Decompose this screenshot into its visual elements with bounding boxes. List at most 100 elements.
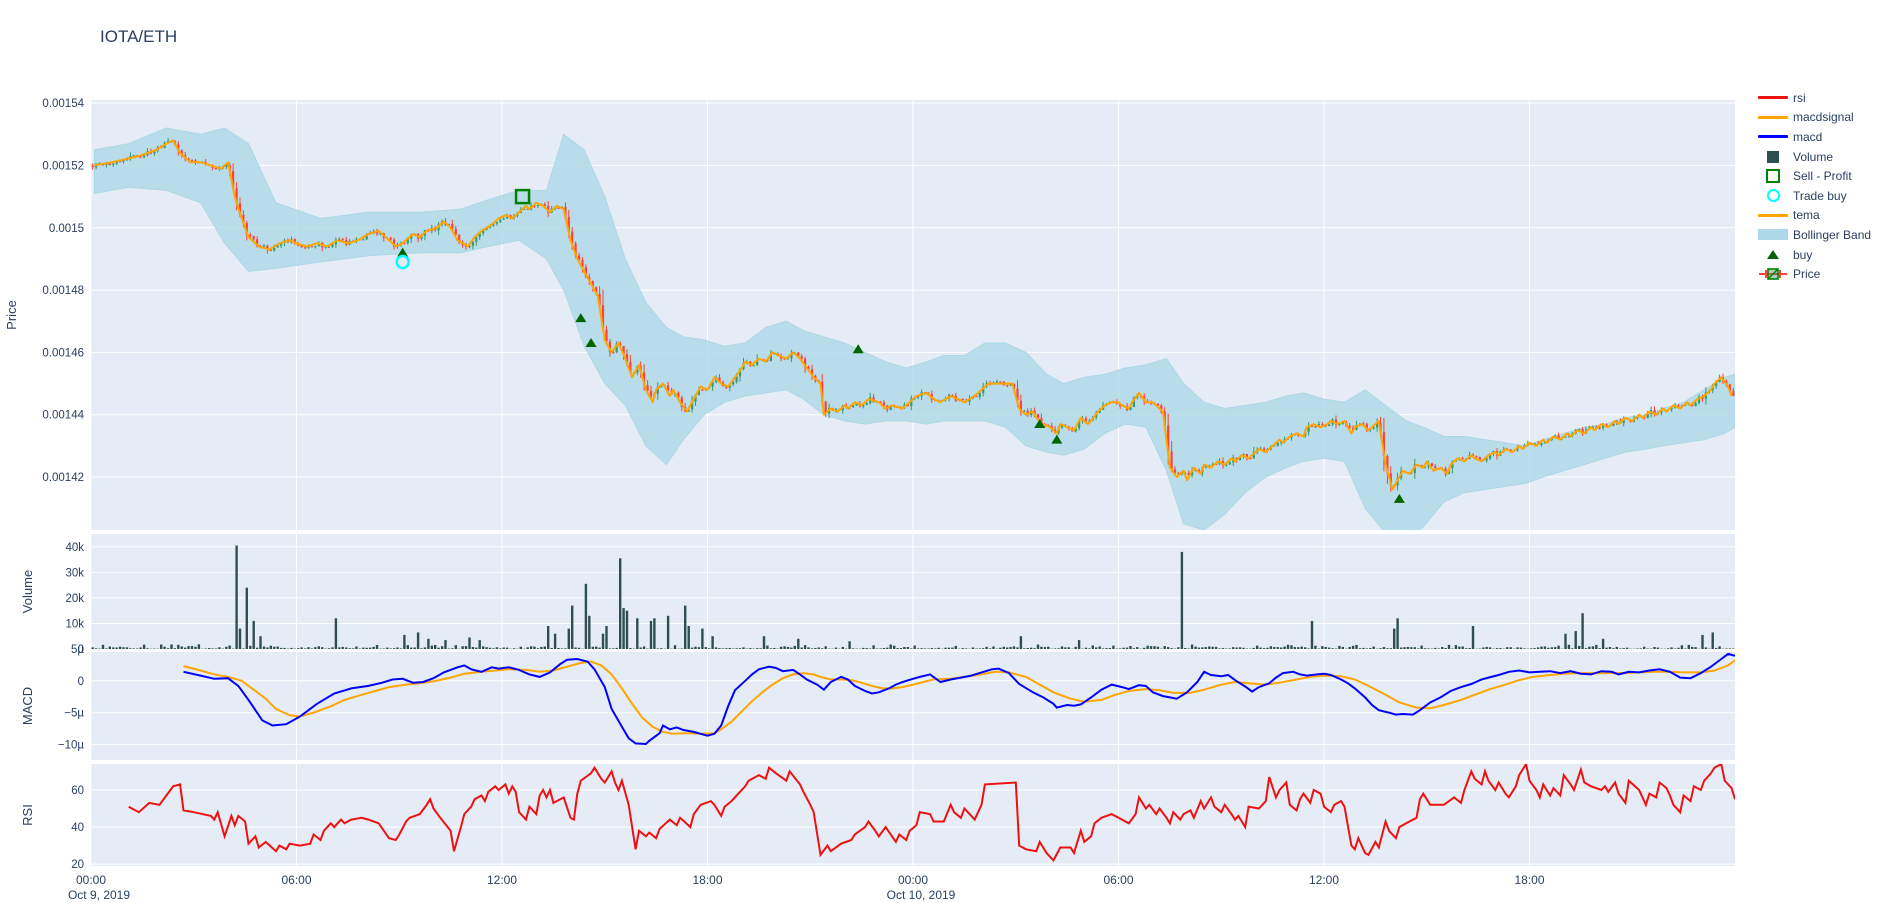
volume-bar[interactable] — [1129, 646, 1132, 649]
volume-bar[interactable] — [444, 640, 447, 649]
volume-bar[interactable] — [399, 648, 403, 649]
legend-item-volume[interactable]: Volume — [1756, 147, 1871, 167]
candle[interactable] — [1612, 423, 1615, 426]
volume-bar[interactable] — [653, 618, 656, 649]
volume-bar[interactable] — [714, 647, 718, 649]
volume-bar[interactable] — [927, 648, 930, 650]
volume-bar[interactable] — [879, 648, 882, 649]
volume-bar[interactable] — [1506, 647, 1509, 649]
candle[interactable] — [1321, 424, 1324, 426]
candle[interactable] — [475, 236, 478, 242]
legend-item-macdsignal[interactable]: macdsignal — [1756, 108, 1871, 128]
volume-bar[interactable] — [1396, 618, 1399, 649]
volume-bar[interactable] — [916, 648, 920, 649]
volume-bar[interactable] — [1300, 646, 1303, 649]
candle[interactable] — [307, 246, 310, 248]
candle[interactable] — [365, 234, 368, 240]
candle[interactable] — [697, 389, 700, 395]
candle[interactable] — [810, 369, 814, 376]
candle[interactable] — [1276, 443, 1279, 446]
volume-bar[interactable] — [1670, 647, 1673, 649]
volume-bar[interactable] — [1673, 648, 1677, 650]
volume-bar[interactable] — [1053, 648, 1057, 649]
volume-bar[interactable] — [1232, 647, 1235, 649]
candle[interactable] — [108, 163, 111, 166]
buy-marker[interactable] — [1034, 419, 1046, 429]
volume-bar[interactable] — [1006, 647, 1009, 650]
volume-bar[interactable] — [197, 644, 201, 649]
volume-bar[interactable] — [283, 647, 286, 649]
candle[interactable] — [917, 396, 920, 398]
volume-bar[interactable] — [762, 636, 766, 649]
volume-bar[interactable] — [824, 646, 827, 649]
volume-bar[interactable] — [1567, 644, 1571, 649]
candle[interactable] — [1187, 473, 1190, 476]
candle[interactable] — [598, 293, 601, 306]
volume-bar[interactable] — [1214, 646, 1218, 649]
volume-bar[interactable] — [1197, 647, 1201, 649]
volume-bar[interactable] — [1499, 648, 1502, 649]
volume-bar[interactable] — [91, 647, 94, 649]
volume-bar[interactable] — [238, 628, 242, 649]
volume-bar[interactable] — [170, 644, 173, 649]
volume-bar[interactable] — [800, 647, 803, 650]
volume-bar[interactable] — [1026, 648, 1029, 649]
candle[interactable] — [889, 405, 892, 410]
volume-bar[interactable] — [1088, 648, 1091, 649]
volume-bar[interactable] — [273, 646, 276, 649]
volume-bar[interactable] — [461, 646, 464, 649]
candle[interactable] — [119, 161, 122, 163]
candle[interactable] — [276, 245, 279, 248]
volume-bar[interactable] — [440, 646, 444, 649]
volume-bar[interactable] — [1536, 647, 1540, 649]
bollinger-band[interactable] — [93, 127, 1735, 539]
buy-marker[interactable] — [585, 338, 597, 348]
candle[interactable] — [225, 164, 228, 168]
volume-bar[interactable] — [1732, 648, 1735, 650]
volume-bar[interactable] — [423, 647, 427, 649]
volume-bar[interactable] — [1119, 648, 1122, 649]
volume-bar[interactable] — [1554, 647, 1557, 649]
volume-bar[interactable] — [680, 648, 683, 650]
volume-bar[interactable] — [930, 648, 933, 649]
candle[interactable] — [1263, 448, 1266, 451]
candle[interactable] — [1160, 405, 1163, 412]
volume-bar[interactable] — [334, 618, 338, 649]
volume-bar[interactable] — [1101, 648, 1105, 649]
candle[interactable] — [1410, 472, 1413, 474]
volume-bar[interactable] — [1530, 648, 1533, 649]
candle[interactable] — [571, 231, 574, 244]
candle[interactable] — [578, 255, 581, 260]
volume-bar[interactable] — [403, 634, 406, 649]
candle[interactable] — [1701, 396, 1704, 399]
volume-bar[interactable] — [1170, 648, 1173, 649]
volume-bar[interactable] — [1427, 648, 1430, 649]
candle[interactable] — [1023, 410, 1026, 412]
volume-bar[interactable] — [139, 647, 142, 650]
candle[interactable] — [482, 229, 485, 234]
candle[interactable] — [1314, 426, 1317, 428]
volume-bar[interactable] — [1444, 648, 1447, 649]
volume-bar[interactable] — [1341, 646, 1344, 649]
candle[interactable] — [752, 365, 755, 367]
volume-bar[interactable] — [947, 647, 951, 649]
volume-bar[interactable] — [1557, 645, 1560, 649]
candle[interactable] — [646, 385, 649, 392]
legend-item-tema[interactable]: tema — [1756, 206, 1871, 226]
volume-bar[interactable] — [694, 646, 697, 649]
candle[interactable] — [1016, 388, 1019, 401]
candle[interactable] — [1084, 418, 1088, 422]
volume-bar[interactable] — [118, 646, 122, 649]
volume-bar[interactable] — [629, 648, 632, 649]
candle[interactable] — [612, 351, 615, 353]
rsi-line[interactable] — [128, 764, 1735, 863]
volume-bar[interactable] — [1201, 647, 1204, 649]
volume-bar[interactable] — [1386, 648, 1389, 649]
volume-bar[interactable] — [1694, 647, 1697, 649]
volume-bar[interactable] — [862, 647, 865, 649]
candle[interactable] — [190, 160, 194, 162]
volume-bar[interactable] — [1047, 646, 1050, 649]
volume-bar[interactable] — [615, 647, 618, 649]
volume-bar[interactable] — [430, 645, 433, 649]
